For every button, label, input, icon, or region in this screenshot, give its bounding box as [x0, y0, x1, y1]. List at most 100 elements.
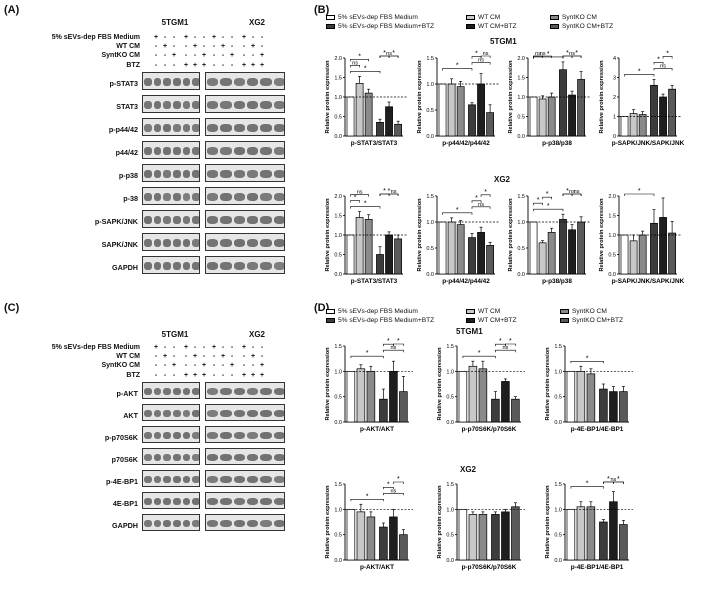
blot-band	[192, 454, 199, 462]
significance-label: *	[537, 197, 540, 204]
blot-band	[220, 193, 232, 201]
x-axis-label: p-p70S6K/p70S6K	[462, 426, 517, 433]
blot-band	[153, 498, 162, 506]
blot-band	[173, 476, 181, 484]
blot-5tgm1	[142, 141, 200, 159]
protein-label: p-p38	[118, 170, 138, 180]
bar	[576, 370, 586, 423]
y-tick-label: 0.5	[554, 533, 562, 539]
blot-band	[273, 476, 284, 484]
significance-bracket	[533, 202, 543, 206]
sign-xg2: +	[241, 61, 247, 69]
sign-5tgm1: -	[172, 344, 176, 351]
protein-label: p70S6K	[111, 454, 138, 464]
bar	[477, 83, 485, 137]
sign-xg2: -	[212, 52, 216, 60]
bar	[620, 116, 629, 137]
blot-band	[220, 216, 232, 224]
y-tick-label: 1.5	[334, 482, 342, 488]
sign-xg2: -	[212, 362, 216, 370]
blot-band	[192, 388, 199, 396]
bar	[486, 112, 494, 137]
blot-5tgm1	[142, 118, 200, 136]
y-tick-label: 2.0	[334, 56, 342, 62]
significance-label: ns	[478, 58, 484, 64]
blot-5tgm1	[142, 514, 200, 531]
bar	[559, 219, 567, 275]
y-axis-label: Relative protein expression	[545, 347, 551, 421]
bar	[559, 69, 567, 137]
blot-band	[153, 262, 162, 270]
blot-band	[153, 454, 162, 462]
blot-band	[163, 170, 171, 178]
blot-band	[192, 124, 199, 132]
blot-band	[192, 476, 199, 484]
blot-5tgm1	[142, 95, 200, 113]
bar	[458, 370, 468, 423]
significance-label: ns	[390, 345, 396, 351]
condition-label: BTZ	[126, 61, 140, 69]
blot-xg2	[205, 426, 285, 443]
protein-label: p-p44/42	[108, 124, 138, 134]
protein-label: SAPK/JNK	[101, 239, 138, 249]
y-tick-label: 1.0	[608, 233, 616, 239]
bar	[501, 381, 510, 423]
blot-band	[233, 193, 245, 201]
sign-xg2: -	[260, 353, 264, 361]
bar	[355, 217, 364, 275]
blot-band	[273, 147, 284, 155]
blot-band	[220, 388, 232, 396]
sign-xg2: -	[251, 52, 255, 60]
blot-band	[163, 520, 171, 528]
bar	[346, 96, 355, 137]
bar	[478, 514, 488, 561]
significance-bracket	[393, 481, 404, 484]
blot-band	[153, 410, 162, 418]
legend-item: 5% sEVs-dep FBS Medium+BTZ	[326, 317, 434, 324]
significance-bracket	[624, 193, 655, 196]
bar	[438, 83, 447, 137]
blot-band	[220, 432, 232, 440]
blot-band	[260, 410, 272, 418]
bar	[385, 234, 393, 275]
blot-band	[163, 124, 171, 132]
blot-band	[182, 262, 191, 270]
blot-band	[144, 124, 152, 132]
bar	[376, 254, 384, 275]
sign-5tgm1: +	[162, 353, 168, 361]
subtitle-d-5tgm1: 5TGM1	[456, 327, 483, 336]
significance-label: *	[575, 50, 578, 57]
blot-band	[260, 476, 272, 484]
blot-xg2	[205, 118, 285, 136]
blot-band	[163, 101, 171, 109]
significance-label: ns	[386, 51, 392, 57]
sign-xg2: -	[221, 362, 225, 370]
significance-label: ns	[535, 51, 541, 57]
blot-band	[182, 101, 191, 109]
protein-label: p44/42	[115, 147, 138, 157]
significance-bracket	[653, 62, 664, 65]
blot-5tgm1	[142, 210, 200, 228]
blot-band	[163, 78, 171, 86]
bar	[638, 114, 647, 137]
significance-label: ns	[390, 488, 396, 494]
y-tick-label: 2	[613, 95, 616, 101]
blot-5tgm1	[142, 404, 200, 421]
significance-bracket	[653, 68, 673, 71]
significance-bracket	[442, 212, 473, 215]
y-tick-label: 1.0	[334, 233, 342, 239]
x-axis-label: p-4E-BP1/4E-BP1	[571, 426, 624, 433]
sign-5tgm1: -	[202, 353, 206, 361]
bar	[399, 534, 408, 561]
legend-swatch	[326, 318, 335, 323]
blot-band	[144, 239, 152, 247]
bar	[529, 96, 538, 137]
y-tick-label: 1.5	[446, 482, 454, 488]
y-tick-label: 0.0	[334, 420, 342, 426]
y-tick-label: 2.0	[334, 194, 342, 200]
significance-bracket	[350, 355, 384, 359]
x-axis-label: p-p38/p38	[542, 278, 572, 285]
significance-label: *	[475, 195, 478, 202]
significance-label: ns	[569, 51, 575, 57]
significance-bracket	[442, 68, 473, 71]
